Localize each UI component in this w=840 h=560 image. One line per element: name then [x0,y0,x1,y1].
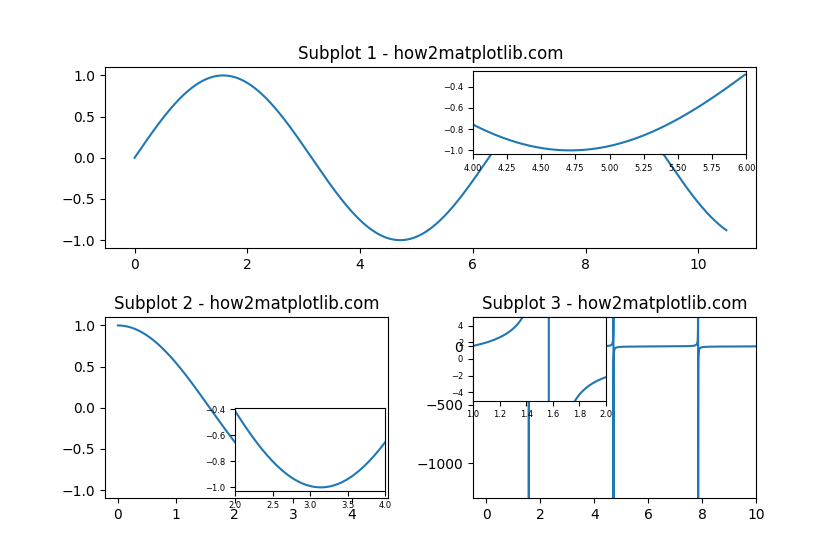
Title: Subplot 3 - how2matplotlib.com: Subplot 3 - how2matplotlib.com [481,295,748,313]
Title: Subplot 2 - how2matplotlib.com: Subplot 2 - how2matplotlib.com [113,295,380,313]
Title: Subplot 1 - how2matplotlib.com: Subplot 1 - how2matplotlib.com [297,45,564,63]
